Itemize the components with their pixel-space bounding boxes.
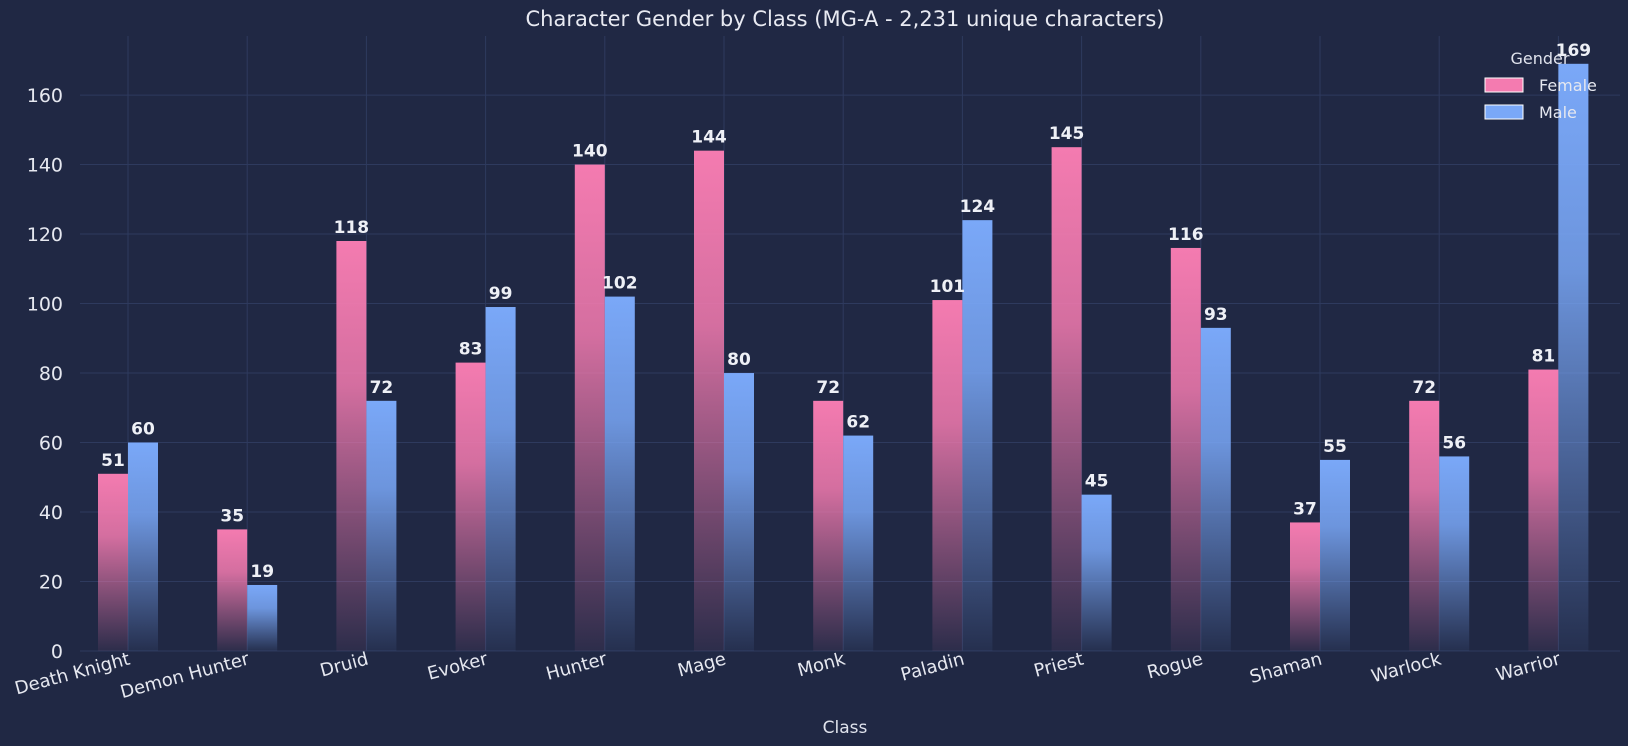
x-tick-label: Druid [318,649,371,682]
bar-value-label: 56 [1442,433,1466,453]
bar-male [485,307,516,651]
bar-female [574,164,605,651]
bar-male [962,220,993,652]
y-tick-label: 160 [27,85,63,107]
bar-value-label: 72 [1412,378,1436,398]
bar-value-label: 101 [930,277,966,297]
bar-value-label: 55 [1323,437,1347,457]
y-tick-label: 0 [51,641,63,663]
bar-value-label: 51 [101,451,125,471]
x-tick-label: Demon Hunter [118,648,252,703]
bar-female [455,362,486,651]
bar-value-label: 37 [1293,499,1317,519]
bar-male [843,435,874,651]
bar-female [1528,369,1559,651]
legend: Gender Female Male [1484,49,1597,122]
bar-male [247,584,278,651]
bar-value-label: 144 [691,128,727,148]
bar-value-label: 60 [131,420,155,440]
value-labels: 51 35 118 83 140 144 72 101 145 116 37 72 81 60 19 72 99… [101,41,1591,582]
bar-value-label: 140 [572,142,608,162]
bar-female [336,241,367,651]
y-axis: 0 20 40 60 80 100 120 140 160 [27,85,63,663]
legend-title: Gender [1511,49,1570,68]
legend-swatch-male [1484,104,1524,120]
bar-value-label: 83 [459,340,483,360]
y-tick-label: 140 [27,155,63,177]
x-tick-label: Shaman [1248,649,1325,688]
y-tick-label: 60 [39,433,63,455]
bar-value-label: 80 [727,350,751,370]
bar-value-label: 169 [1556,41,1592,61]
x-tick-label: Warrior [1494,648,1563,685]
x-tick-label: Priest [1032,649,1086,682]
bar-female [1051,147,1082,651]
legend-label-female: Female [1539,76,1597,95]
bar-male [1558,63,1589,651]
x-tick-label: Paladin [899,649,967,686]
bar-value-label: 116 [1168,225,1204,245]
bar-male [128,442,158,651]
bar-female [932,300,963,651]
x-tick-label: Hunter [544,648,610,684]
bar-female [1290,522,1320,651]
bar-female [813,400,844,651]
legend-label-male: Male [1539,103,1577,122]
bar-value-label: 93 [1204,305,1228,325]
bar-value-label: 19 [250,562,274,582]
bar-value-label: 118 [334,218,370,238]
y-tick-label: 120 [27,224,63,246]
bar-female [98,473,128,651]
bar-value-label: 72 [816,378,840,398]
y-tick-label: 20 [39,572,63,594]
bar-male [1439,456,1470,651]
bar-female [217,529,248,651]
bar-female [1170,247,1201,651]
bar-value-label: 35 [220,506,244,526]
bar-male [724,373,754,651]
bar-value-label: 99 [489,284,513,304]
x-axis-label: Class [823,718,868,738]
bar-value-label: 102 [602,274,638,294]
y-tick-label: 40 [39,502,63,524]
y-tick-label: 100 [27,294,63,316]
bar-value-label: 45 [1085,472,1109,492]
bar-male [1081,494,1112,651]
bar-value-label: 124 [960,197,996,217]
legend-swatch-female [1484,77,1524,93]
bar-value-label: 81 [1532,347,1556,367]
bar-male [366,400,397,651]
x-tick-label: Monk [795,648,848,681]
bar-value-label: 145 [1049,124,1085,144]
chart-title: Character Gender by Class (MG-A - 2,231 … [526,7,1165,31]
bar-female [1409,400,1440,651]
bar-female [694,150,724,651]
y-tick-label: 80 [39,363,63,385]
x-tick-label: Death Knight [13,649,133,700]
x-tick-label: Evoker [425,648,490,684]
bar-male [1320,459,1350,651]
x-tick-label: Rogue [1145,649,1205,684]
x-tick-label: Mage [675,649,728,682]
bar-male [604,296,635,651]
bar-value-label: 72 [370,378,394,398]
bar-value-label: 62 [846,413,870,433]
bar-male [1200,327,1231,651]
bars [98,63,1589,652]
x-tick-label: Warlock [1369,648,1444,687]
